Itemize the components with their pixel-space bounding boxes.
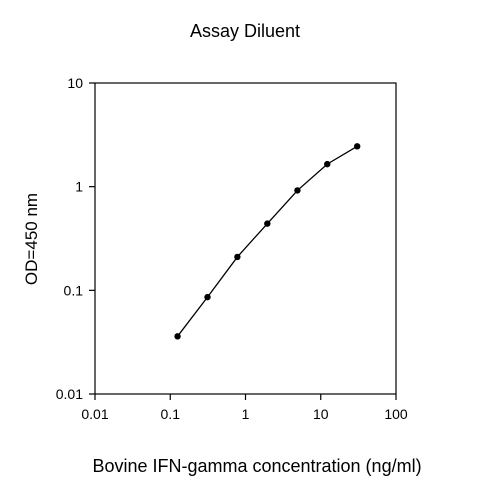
x-tick-label-2: 1 xyxy=(242,406,250,422)
data-point-0 xyxy=(174,333,181,340)
x-axis-ticks: 0.01 0.1 1 10 100 xyxy=(81,394,408,422)
plot-border xyxy=(94,82,397,395)
data-point-2 xyxy=(234,253,241,261)
y-tick-label-2: 1 xyxy=(75,179,83,195)
y-axis-label: OD=450 nm xyxy=(22,193,41,285)
y-tick-label-3: 10 xyxy=(67,75,83,91)
plot-frame xyxy=(94,82,397,395)
y-axis-ticks: 0.01 0.1 1 10 xyxy=(56,75,95,402)
x-tick-label-1: 0.1 xyxy=(161,406,181,422)
data-point-3 xyxy=(264,220,271,227)
series-line-0 xyxy=(177,145,358,337)
y-tick-label-0: 0.01 xyxy=(56,386,83,402)
x-tick-label-3: 10 xyxy=(313,406,329,422)
series-layer xyxy=(174,143,361,340)
data-point-1 xyxy=(204,293,211,301)
x-tick-label-0: 0.01 xyxy=(81,406,108,422)
x-tick-label-4: 100 xyxy=(384,406,408,422)
chart-title: Assay Diluent xyxy=(190,21,300,41)
data-point-4 xyxy=(294,187,301,194)
data-point-5 xyxy=(324,160,331,168)
y-tick-label-1: 0.1 xyxy=(64,282,84,298)
data-point-6 xyxy=(353,143,361,150)
x-axis-label: Bovine IFN-gamma concentration (ng/ml) xyxy=(92,456,421,476)
